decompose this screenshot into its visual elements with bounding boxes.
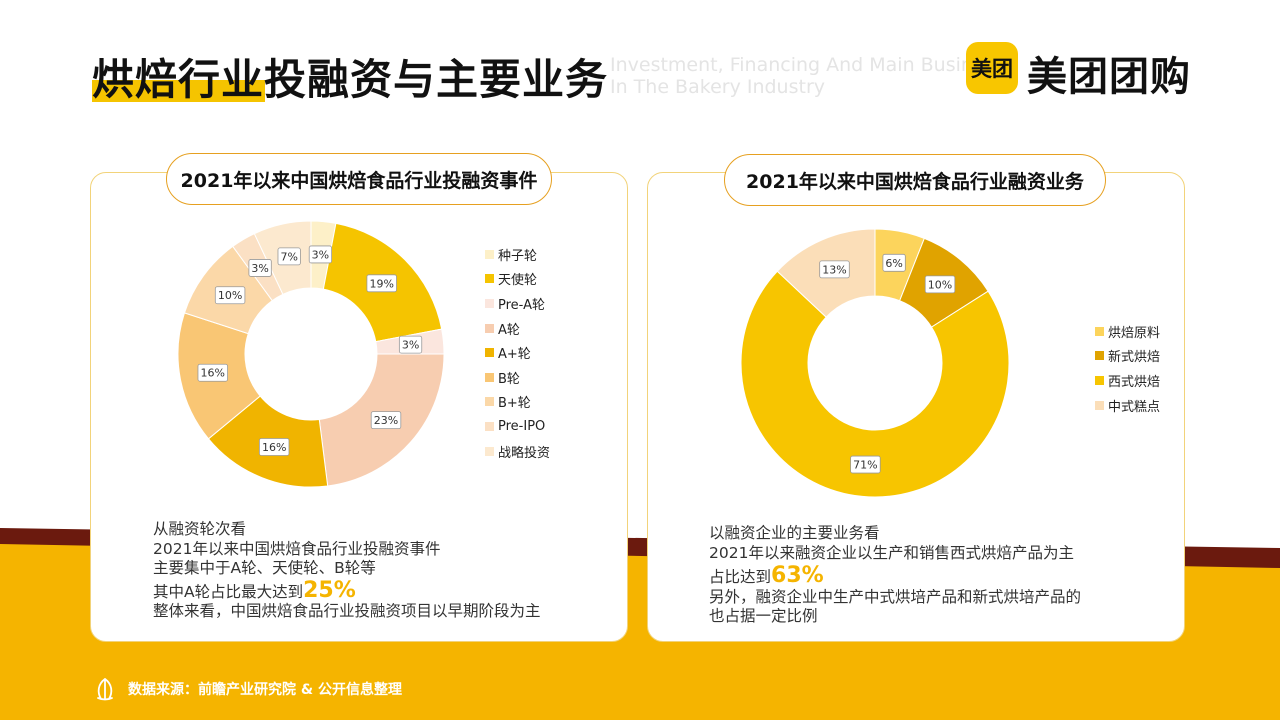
left-description: 从融资轮次看 2021年以来中国烘焙食品行业投融资事件 主要集中于A轮、天使轮、… <box>153 520 541 622</box>
legend-item-4: 中式糕点 <box>1095 393 1160 418</box>
data-label-box-5 <box>258 438 290 456</box>
data-label-3: 71% <box>853 459 877 472</box>
data-label-1: 3% <box>312 248 329 261</box>
business-type-legend: 烘焙原料新式烘焙西式烘焙中式糕点 <box>1095 319 1160 417</box>
left-desc-line-3: 主要集中于A轮、天使轮、B轮等 <box>153 559 376 577</box>
footer-source: 数据来源：前瞻产业研究院 & 公开信息整理 <box>92 676 402 702</box>
legend-item-5: A+轮 <box>485 340 550 365</box>
data-label-box-2 <box>924 275 956 294</box>
data-label-box-1 <box>882 253 906 272</box>
legend-label-5: A+轮 <box>498 347 531 363</box>
data-label-box-6 <box>197 363 228 382</box>
legend-label-1: 烘焙原料 <box>1108 325 1161 341</box>
data-label-box-3 <box>850 455 881 474</box>
legend-item-6: B轮 <box>485 365 550 390</box>
data-label-1: 6% <box>885 257 902 270</box>
legend-swatch-4 <box>1095 400 1104 410</box>
left-card-heading: 2021年以来中国烘焙食品行业投融资事件 <box>166 153 552 205</box>
legend-label-4: 中式糕点 <box>1108 399 1161 415</box>
title-highlight-bar <box>92 80 265 102</box>
right-desc-line-5: 也占据一定比例 <box>709 607 818 625</box>
data-label-box-1 <box>308 245 333 264</box>
left-desc-line-4: 其中A轮占比最大达到25% <box>153 577 541 603</box>
legend-item-1: 烘焙原料 <box>1095 319 1160 344</box>
right-desc-line-3-prefix: 占比达到 <box>709 568 772 586</box>
donut-slice-3 <box>740 270 1010 498</box>
data-label-box-3 <box>398 335 423 354</box>
right-desc-line-3: 占比达到63% <box>709 563 1081 588</box>
legend-label-2: 天使轮 <box>498 273 538 289</box>
legend-label-4: A轮 <box>498 322 520 338</box>
data-label-8: 3% <box>251 262 268 275</box>
legend-item-4: A轮 <box>485 316 550 341</box>
legend-swatch-3 <box>485 298 494 308</box>
left-desc-line-4-prefix: 其中A轮占比最大达到 <box>153 582 304 601</box>
data-label-2: 10% <box>928 278 952 291</box>
financing-rounds-donut-chart: 3% 19% 3% 23% 16% 16% 10% 3% 7% <box>177 220 445 488</box>
legend-swatch-1 <box>1095 326 1104 336</box>
legend-label-1: 种子轮 <box>498 248 538 264</box>
legend-item-9: 战略投资 <box>485 439 550 464</box>
data-label-5: 16% <box>262 441 286 454</box>
western-bakery-share-highlight: 63% <box>771 563 824 588</box>
legend-item-8: Pre-IPO <box>485 414 550 439</box>
right-card-heading: 2021年以来中国烘焙食品行业融资业务 <box>724 154 1106 206</box>
meituan-logo-badge: 美团 <box>966 42 1018 94</box>
data-label-box-7 <box>214 286 246 305</box>
legend-item-2: 新式烘焙 <box>1095 344 1160 369</box>
leaf-logo-icon <box>97 678 113 701</box>
subtitle-line-1: Investment, Financing And Main Business <box>610 54 970 76</box>
legend-swatch-9 <box>485 446 494 456</box>
right-description: 以融资企业的主要业务看 2021年以来融资企业以生产和销售西式烘焙产品为主 占比… <box>709 524 1081 627</box>
legend-swatch-4 <box>485 323 494 333</box>
right-desc-line-1: 以融资企业的主要业务看 <box>709 524 880 542</box>
left-desc-line-1: 从融资轮次看 <box>153 520 247 538</box>
data-label-3: 3% <box>402 339 419 352</box>
legend-label-7: B+轮 <box>498 396 531 412</box>
legend-label-6: B轮 <box>498 371 520 387</box>
page-title: 烘焙行业投融资与主要业务 <box>92 55 609 104</box>
left-desc-line-5: 整体来看，中国烘焙食品行业投融资项目以早期阶段为主 <box>153 602 541 620</box>
footer-source-text: 数据来源：前瞻产业研究院 & 公开信息整理 <box>128 682 402 698</box>
legend-swatch-2 <box>485 274 494 284</box>
legend-item-2: 天使轮 <box>485 267 550 292</box>
legend-swatch-6 <box>485 372 494 382</box>
data-label-6: 16% <box>201 367 225 380</box>
meituan-logo-text: 美团团购 <box>1027 54 1191 100</box>
page-subtitle: Investment, Financing And Main Business … <box>610 54 970 98</box>
legend-label-3: Pre-A轮 <box>498 297 545 313</box>
subtitle-line-2: In The Bakery Industry <box>610 76 826 98</box>
data-label-9: 7% <box>280 250 297 263</box>
legend-swatch-8 <box>485 421 494 431</box>
data-label-2: 19% <box>369 277 393 290</box>
legend-label-2: 新式烘焙 <box>1108 350 1161 366</box>
data-label-box-4 <box>819 260 850 279</box>
legend-swatch-5 <box>485 348 494 358</box>
data-label-7: 10% <box>218 289 242 302</box>
legend-label-9: 战略投资 <box>498 445 551 461</box>
a-round-share-highlight: 25% <box>303 577 356 603</box>
data-label-4: 13% <box>822 263 846 276</box>
legend-item-7: B+轮 <box>485 390 550 415</box>
legend-swatch-3 <box>1095 375 1104 385</box>
legend-item-3: 西式烘焙 <box>1095 368 1160 393</box>
data-label-4: 23% <box>374 414 398 427</box>
data-label-box-9 <box>277 247 301 266</box>
legend-label-3: 西式烘焙 <box>1108 374 1161 390</box>
business-type-donut-chart: 6% 10% 71% 13% <box>740 228 1010 498</box>
legend-item-3: Pre-A轮 <box>485 291 550 316</box>
legend-swatch-7 <box>485 397 494 407</box>
right-desc-line-2: 2021年以来融资企业以生产和销售西式烘焙产品为主 <box>709 543 1074 562</box>
left-desc-line-2: 2021年以来中国烘焙食品行业投融资事件 <box>153 539 441 558</box>
data-label-box-4 <box>370 411 402 430</box>
financing-rounds-legend: 种子轮天使轮 Pre-A轮 A轮 A+轮 B轮 B+轮 Pre-IPO 战略投资 <box>485 242 550 463</box>
legend-swatch-1 <box>485 249 494 259</box>
data-label-box-2 <box>366 274 397 293</box>
legend-item-1: 种子轮 <box>485 242 550 267</box>
legend-label-8: Pre-IPO <box>498 418 546 434</box>
data-label-box-8 <box>248 259 272 277</box>
legend-swatch-2 <box>1095 351 1104 361</box>
right-desc-line-4: 另外，融资企业中生产中式烘培产品和新式烘培产品的 <box>709 587 1082 606</box>
